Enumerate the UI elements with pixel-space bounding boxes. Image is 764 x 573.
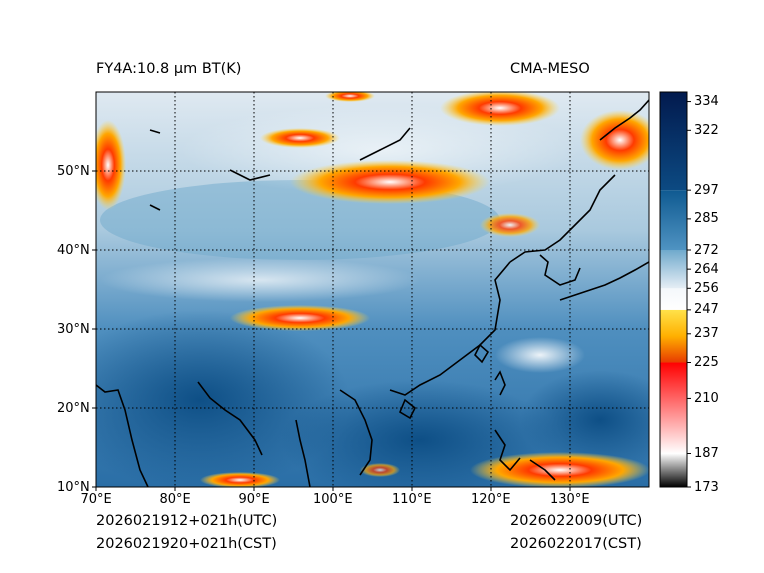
colorbar-tick-label: 187 bbox=[694, 445, 719, 461]
colorbar-tick-label: 237 bbox=[694, 326, 719, 342]
lon-tick-label: 70°E bbox=[80, 492, 112, 507]
colorbar-tick-label: 322 bbox=[694, 122, 719, 138]
lat-tick-label: 50°N bbox=[57, 163, 90, 179]
colorbar-tick-label: 285 bbox=[694, 211, 719, 227]
colorbar-tick-label: 264 bbox=[694, 261, 719, 277]
valid-time-utc: 2026022009(UTC) bbox=[510, 513, 643, 529]
colorbar-tick-label: 173 bbox=[694, 479, 719, 495]
lat-tick-label: 40°N bbox=[57, 242, 90, 258]
lon-tick-label: 130°E bbox=[550, 492, 590, 507]
colorbar-tick-label: 297 bbox=[694, 182, 719, 198]
colorbar-segment bbox=[660, 190, 687, 250]
map-frame bbox=[95, 91, 650, 488]
colorbar-segment bbox=[660, 250, 687, 289]
lat-tick-label: 30°N bbox=[57, 321, 90, 337]
colorbar-tick-label: 247 bbox=[694, 302, 719, 318]
colorbar bbox=[659, 91, 691, 488]
init-time-cst: 2026021920+021h(CST) bbox=[96, 536, 277, 552]
lat-tick-label: 10°N bbox=[57, 479, 90, 495]
colorbar-segment bbox=[660, 453, 687, 487]
lon-tick-label: 110°E bbox=[392, 492, 432, 507]
satellite-imagery bbox=[96, 92, 649, 487]
lat-tick-label: 20°N bbox=[57, 400, 90, 416]
init-time-utc: 2026021912+021h(UTC) bbox=[96, 513, 278, 529]
valid-time-cst: 2026022017(CST) bbox=[510, 536, 642, 552]
colorbar-tick-label: 210 bbox=[694, 390, 719, 406]
colorbar-segment bbox=[660, 288, 687, 310]
lon-tick-label: 90°E bbox=[238, 492, 270, 507]
map-title: FY4A:10.8 µm BT(K) bbox=[96, 61, 242, 77]
colorbar-tick-label: 256 bbox=[694, 280, 719, 296]
colorbar-segment bbox=[660, 362, 687, 454]
model-name: CMA-MESO bbox=[510, 61, 590, 77]
lon-tick-label: 80°E bbox=[159, 492, 191, 507]
axis-ticks bbox=[92, 170, 571, 491]
gridlines bbox=[96, 92, 649, 487]
lon-tick-label: 100°E bbox=[313, 492, 353, 507]
colorbar-tick-label: 272 bbox=[694, 242, 719, 258]
colorbar-segment bbox=[660, 92, 687, 191]
colorbar-tick-label: 225 bbox=[694, 355, 719, 370]
lon-tick-label: 120°E bbox=[471, 492, 511, 507]
colorbar-segment bbox=[660, 309, 687, 363]
coastlines bbox=[96, 99, 649, 487]
colorbar-tick-label: 334 bbox=[694, 94, 719, 110]
colorbar-frame bbox=[659, 91, 688, 488]
